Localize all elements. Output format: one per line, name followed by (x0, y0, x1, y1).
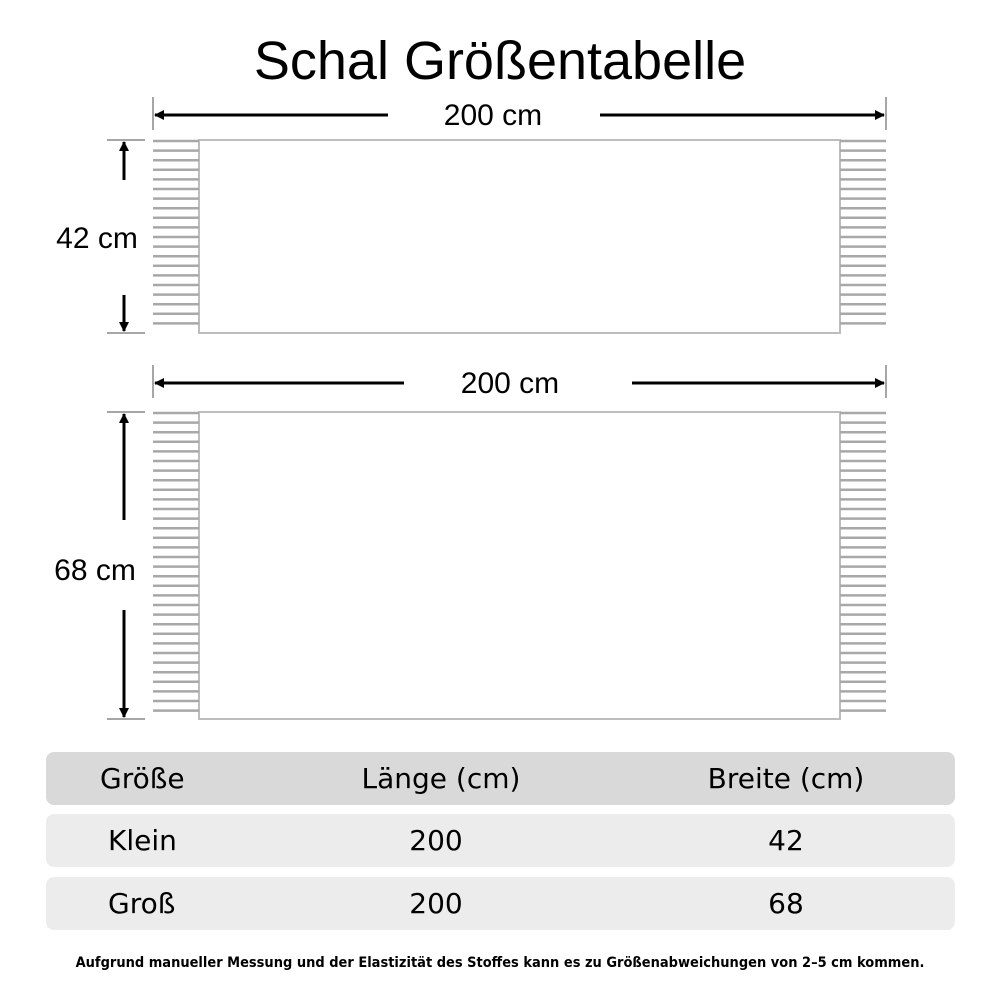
table-row: Groß 200 68 (46, 877, 955, 930)
cell-size: Groß (108, 887, 176, 920)
scarf-small-width-label: 42 cm (56, 222, 138, 255)
header-length: Länge (cm) (361, 762, 521, 795)
table-row: Klein 200 42 (46, 814, 955, 867)
scarf-diagram: 200 cm 42 cm 200 cm 68 cm (54, 97, 887, 720)
header-size: Größe (100, 762, 185, 795)
cell-size: Klein (108, 824, 177, 857)
page-title: Schal Größentabelle (253, 31, 747, 91)
footnote: Aufgrund manueller Messung und der Elast… (75, 955, 925, 971)
scarf-large-width-label: 68 cm (54, 554, 136, 587)
scarf-small-length-label: 200 cm (444, 99, 542, 132)
cell-length: 200 (409, 887, 463, 920)
scarf-large-body (198, 411, 841, 720)
cell-length: 200 (409, 824, 463, 857)
cell-width: 68 (768, 887, 804, 920)
scarf-small-body (198, 139, 841, 334)
table-header: Größe Länge (cm) Breite (cm) (46, 752, 955, 805)
cell-width: 42 (768, 824, 804, 857)
header-width: Breite (cm) (707, 762, 865, 795)
scarf-large-length-label: 200 cm (461, 367, 559, 400)
